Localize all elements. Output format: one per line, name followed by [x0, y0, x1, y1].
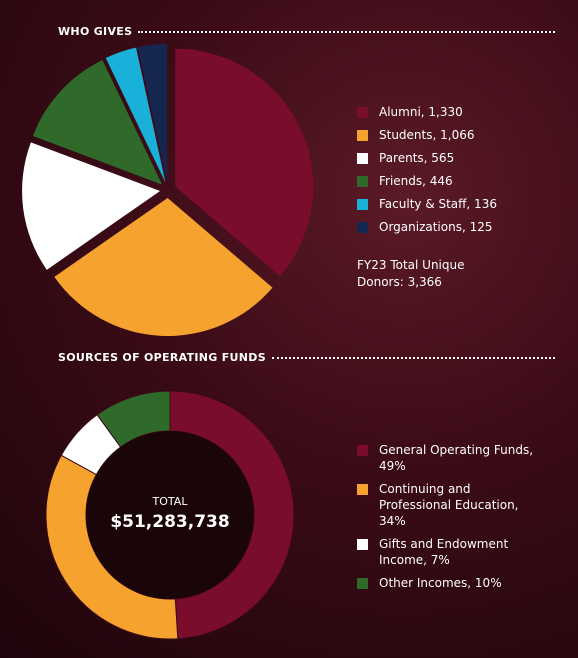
section-header: SOURCES OF OPERATING FUNDS: [58, 351, 555, 364]
legend: General Operating Funds, 49% Continuing a…: [357, 442, 539, 598]
center-total: $51,283,738: [110, 512, 229, 532]
legend-swatch: [357, 578, 368, 589]
legend-label: Parents, 565: [379, 151, 455, 165]
legend-label: Gifts and Endowment Income, 7%: [379, 537, 509, 567]
legend-item: Faculty & Staff, 136: [357, 196, 539, 212]
legend-swatch: [357, 484, 368, 495]
legend-swatch: [357, 222, 368, 233]
legend-label: Friends, 446: [379, 174, 453, 188]
donut-hole: [86, 431, 254, 599]
legend-label: Faculty & Staff, 136: [379, 197, 497, 211]
legend-swatch: [357, 176, 368, 187]
legend-swatch: [357, 199, 368, 210]
legend-label: Organizations, 125: [379, 220, 493, 234]
slice: [105, 47, 166, 183]
note: FY23 Total Unique Donors: 3,366: [357, 258, 465, 289]
slice: [137, 44, 168, 183]
legend-item: Continuing and Professional Education, 3…: [357, 481, 539, 529]
legend-label: Students, 1,066: [379, 128, 475, 142]
slice: [175, 48, 314, 277]
legend-label: Other Incomes, 10%: [379, 576, 502, 590]
divider: [271, 356, 555, 359]
center-title: TOTAL: [152, 495, 189, 508]
chart-title: WHO GIVES: [58, 25, 133, 38]
section-header: WHO GIVES: [58, 25, 555, 38]
slice: [54, 197, 273, 336]
legend-label: Alumni, 1,330: [379, 105, 463, 119]
legend-item: Other Incomes, 10%: [357, 575, 539, 591]
legend-item: Students, 1,066: [357, 127, 539, 143]
legend-swatch: [357, 130, 368, 141]
legend-item: General Operating Funds, 49%: [357, 442, 539, 474]
legend-label: Continuing and Professional Education, 3…: [379, 482, 519, 528]
legend-item: Organizations, 125: [357, 219, 539, 235]
legend: Alumni, 1,330 Students, 1,066 Parents, 565…: [357, 104, 539, 291]
chart-title: SOURCES OF OPERATING FUNDS: [58, 351, 266, 364]
legend-item: Friends, 446: [357, 173, 539, 189]
legend-swatch: [357, 107, 368, 118]
legend-item: Gifts and Endowment Income, 7%: [357, 536, 539, 568]
slice: [32, 60, 163, 185]
legend-item: Parents, 565: [357, 150, 539, 166]
legend-label: General Operating Funds, 49%: [379, 443, 534, 473]
divider: [138, 30, 555, 33]
legend-item: Alumni, 1,330: [357, 104, 539, 120]
legend-swatch: [357, 445, 368, 456]
legend-swatch: [357, 539, 368, 550]
slice: [22, 142, 161, 270]
legend-swatch: [357, 153, 368, 164]
